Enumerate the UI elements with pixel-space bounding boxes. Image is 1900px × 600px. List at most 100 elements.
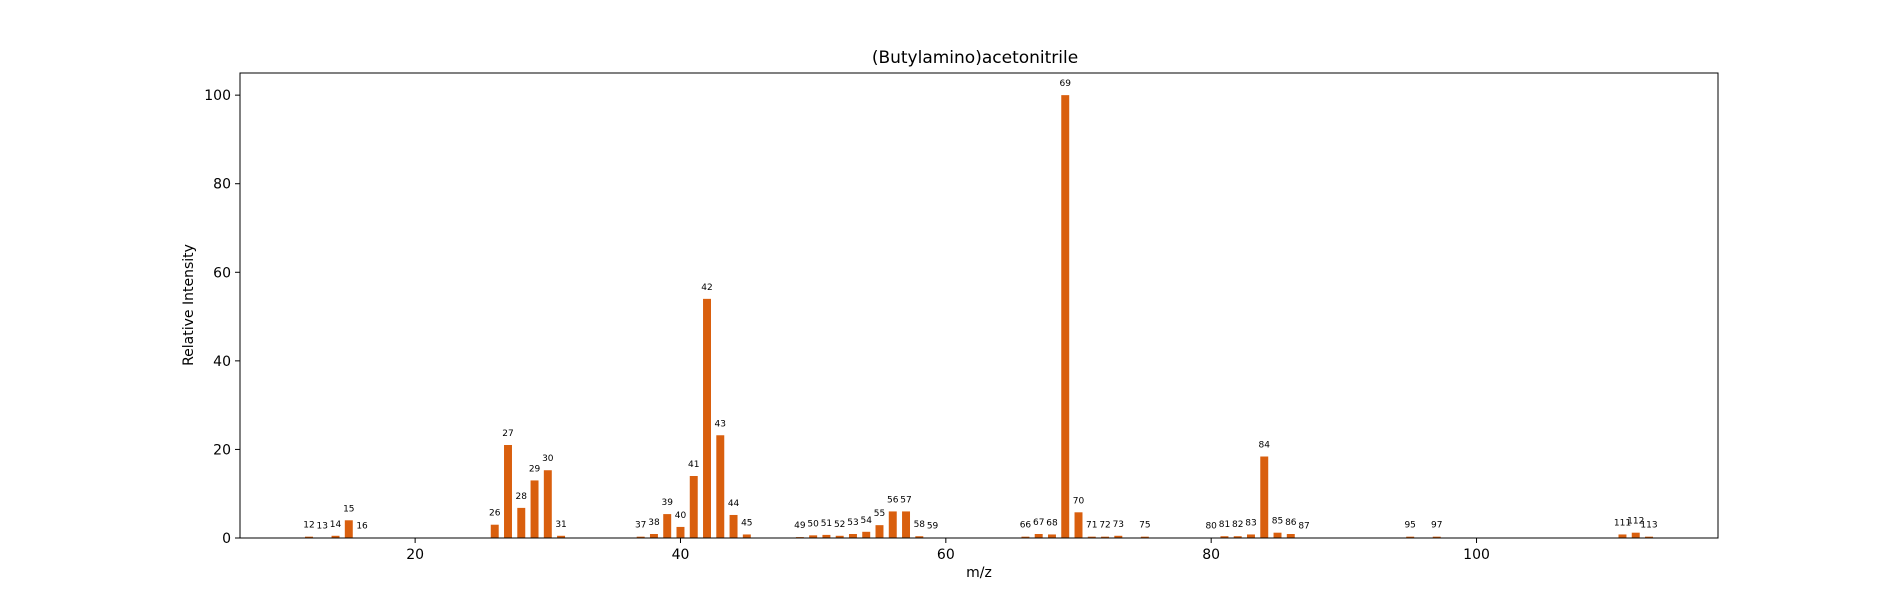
bar-mz-50 [809,535,818,538]
bar-mz-51 [822,534,831,538]
bar-mz-31 [557,535,566,538]
bar-mz-97 [1432,536,1441,538]
x-axis-ticks: 20 40 60 80 100 [406,538,1490,563]
bar-label-mz-31: 31 [555,520,566,530]
bar-label-mz-14: 14 [330,520,342,530]
bar-mz-111 [1618,534,1627,538]
bar-mz-12 [305,536,313,538]
bar-mz-67 [1034,534,1043,538]
bar-mz-71 [1087,536,1096,538]
bar-mz-84 [1260,456,1269,538]
bar-mz-45 [742,534,751,538]
bar-mz-69 [1061,95,1070,538]
bar-label-mz-113: 113 [1640,521,1657,531]
bar-mz-66 [1021,536,1030,538]
bar-label-mz-42: 42 [701,283,712,293]
bar-label-mz-39: 39 [661,498,673,508]
bar-mz-30 [543,470,552,538]
bar-label-mz-86: 86 [1285,518,1297,528]
bar-mz-15 [344,520,353,538]
bar-mz-28 [517,507,526,538]
bar-mz-44 [729,514,738,538]
bar-label-mz-38: 38 [648,518,660,528]
y-tick-label: 0 [222,531,231,547]
bar-label-mz-16: 16 [356,522,368,532]
y-tick-label: 60 [213,265,231,281]
y-tick-label: 40 [213,354,231,370]
bar-label-mz-67: 67 [1033,518,1044,528]
bar-label-mz-95: 95 [1404,521,1415,531]
bar-label-mz-50: 50 [807,519,819,529]
y-tick-label: 100 [204,88,231,104]
bar-mz-52 [835,535,844,538]
bar-label-mz-111: 111 [1614,518,1631,528]
bar-label-mz-71: 71 [1086,521,1097,531]
bar-mz-73 [1114,535,1123,538]
bar-label-mz-75: 75 [1139,521,1150,531]
bar-mz-14 [331,535,340,538]
y-tick-label: 80 [213,177,231,193]
bar-mz-95 [1406,536,1415,538]
bar-mz-83 [1247,534,1255,538]
x-tick-label: 60 [937,547,955,563]
bar-label-mz-73: 73 [1113,520,1124,530]
bar-label-mz-83: 83 [1245,518,1256,528]
bar-mz-56 [888,511,897,538]
bar-mz-37 [636,536,645,538]
bar-mz-86 [1286,534,1295,538]
bar-label-mz-15: 15 [343,504,354,514]
bar-label-mz-41: 41 [688,460,699,470]
x-axis-label: m/z [966,565,992,581]
bar-mz-42 [703,298,711,538]
bar-mz-82 [1233,536,1242,538]
bar-mz-85 [1273,532,1282,538]
bar-label-mz-112: 112 [1627,517,1644,527]
bar-label-mz-82: 82 [1232,520,1243,530]
y-axis-label: Relative Intensity [181,244,197,366]
bar-label-mz-58: 58 [914,520,926,530]
bar-label-mz-56: 56 [887,495,899,505]
bar-label-mz-52: 52 [834,520,845,530]
bar-mz-40 [676,526,685,538]
bar-label-mz-28: 28 [516,492,528,502]
bar-mz-27 [504,445,512,538]
bar-mz-81 [1220,536,1229,538]
bar-label-mz-55: 55 [874,509,885,519]
x-tick-label: 20 [406,547,424,563]
bar-label-mz-12: 12 [303,521,314,531]
bars-group [305,95,1653,538]
bar-mz-112 [1631,532,1640,538]
bar-mz-38 [649,534,658,538]
bar-label-mz-13: 13 [317,522,328,532]
bar-label-mz-68: 68 [1046,518,1058,528]
bar-mz-39 [663,514,672,538]
bar-label-mz-26: 26 [489,509,501,519]
bar-label-mz-80: 80 [1205,522,1217,532]
x-tick-label: 40 [672,547,690,563]
bar-label-mz-72: 72 [1099,521,1110,531]
bar-label-mz-57: 57 [900,495,911,505]
bar-label-mz-97: 97 [1431,521,1442,531]
bar-mz-72 [1101,536,1110,538]
bar-mz-113 [1645,536,1653,538]
y-axis-ticks: 0 20 40 60 80 100 [204,88,240,547]
x-tick-label: 100 [1463,547,1490,563]
bar-mz-55 [875,525,884,538]
bar-mz-41 [689,476,698,538]
bar-label-mz-29: 29 [529,464,541,474]
bar-label-mz-45: 45 [741,518,752,528]
bar-mz-75 [1140,536,1149,538]
bar-label-mz-43: 43 [715,419,726,429]
bar-label-mz-81: 81 [1219,520,1230,530]
bar-mz-58 [915,536,924,538]
bar-label-mz-87: 87 [1298,522,1309,532]
y-tick-label: 20 [213,442,231,458]
bar-label-mz-54: 54 [861,516,873,526]
x-tick-label: 80 [1202,547,1220,563]
bar-label-mz-84: 84 [1259,441,1271,451]
bar-mz-57 [902,511,911,538]
bar-mz-26 [490,524,499,538]
chart-title: (Butylamino)acetonitrile [872,48,1078,68]
bar-label-mz-53: 53 [847,518,858,528]
